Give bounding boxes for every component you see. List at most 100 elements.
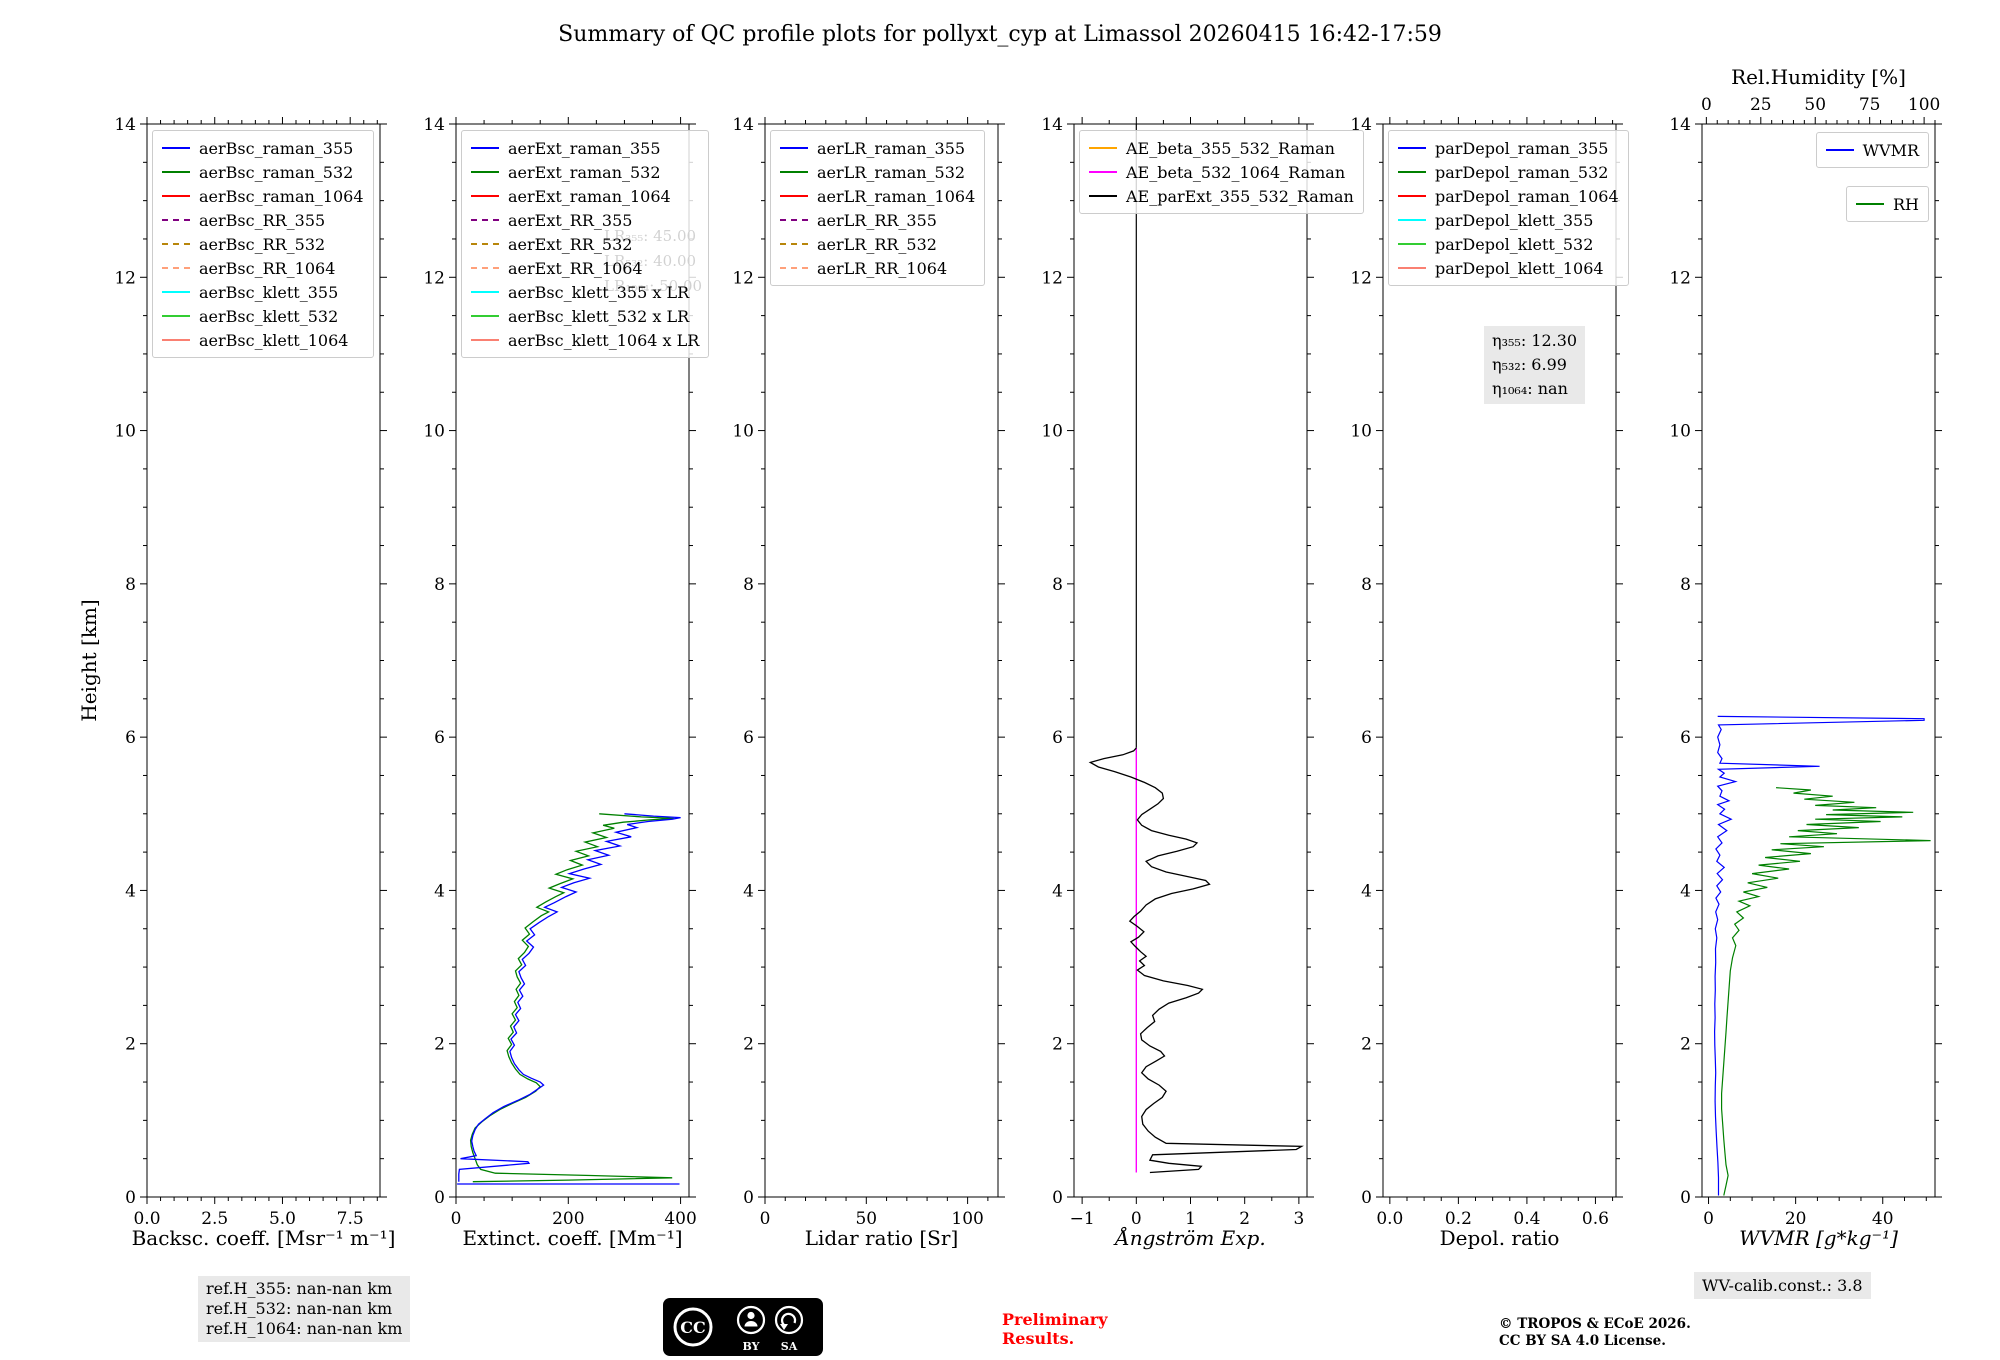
legend-depol: parDepol_raman_355 parDepol_raman_532 parD… [1388, 130, 1629, 286]
legend-line-sample [1398, 147, 1426, 149]
legend-line-sample [1089, 171, 1117, 173]
legend-line-sample [471, 339, 499, 341]
legend-item: AE_beta_355_532_Raman [1089, 136, 1354, 160]
legend-item: parDepol_raman_1064 [1398, 184, 1619, 208]
x-axis-label-wvmr: WVMR [g*kg⁻¹] [1739, 1226, 1898, 1250]
svg-text:2: 2 [434, 1035, 445, 1055]
legend-label: aerBsc_klett_1064 x LR [508, 330, 700, 350]
legend-item: aerLR_raman_532 [780, 160, 975, 184]
svg-text:4: 4 [1052, 881, 1063, 901]
svg-text:10: 10 [1350, 422, 1372, 442]
svg-text:10: 10 [114, 422, 136, 442]
legend-label: aerLR_raman_1064 [817, 186, 976, 206]
by-person-icon [736, 1305, 766, 1335]
svg-text:12: 12 [1041, 268, 1063, 288]
legend-line-sample [162, 195, 190, 197]
legend-item: aerBsc_raman_355 [162, 136, 364, 160]
legend-label: aerBsc_klett_355 [199, 282, 339, 302]
svg-text:0: 0 [743, 1188, 754, 1208]
legend-line-sample [471, 219, 499, 221]
legend-line-sample [471, 315, 499, 317]
legend-label: aerLR_raman_532 [817, 162, 966, 182]
legend-item: parDepol_klett_355 [1398, 208, 1619, 232]
legend-label: aerLR_RR_532 [817, 234, 937, 254]
svg-text:0: 0 [451, 1209, 462, 1229]
x-axis-label-lidar-ratio: Lidar ratio [Sr] [805, 1226, 959, 1250]
legend-label: RH [1893, 194, 1919, 214]
svg-text:12: 12 [1669, 268, 1691, 288]
legend-label: aerBsc_klett_532 x LR [508, 306, 690, 326]
legend-item: parDepol_klett_532 [1398, 232, 1619, 256]
legend-label: aerBsc_raman_355 [199, 138, 354, 158]
svg-text:0: 0 [1701, 95, 1712, 115]
legend-label: aerExt_raman_1064 [508, 186, 671, 206]
legend-line-sample [780, 219, 808, 221]
svg-text:0.2: 0.2 [1445, 1209, 1472, 1229]
panel-backscatter-ticks: 0.0 2.5 5.0 7.5 0 2 4 6 8 10 12 14 Backsc. coeff. [M… [114, 115, 395, 1250]
svg-text:8: 8 [1052, 575, 1063, 595]
svg-text:25: 25 [1750, 95, 1772, 115]
legend-label: AE_beta_355_532_Raman [1126, 138, 1335, 158]
legend-item: aerBsc_raman_1064 [162, 184, 364, 208]
svg-text:8: 8 [743, 575, 754, 595]
svg-text:3: 3 [1293, 1209, 1304, 1229]
legend-item: aerBsc_RR_355 [162, 208, 364, 232]
legend-line-sample [162, 315, 190, 317]
legend-line-sample [1089, 147, 1117, 149]
legend-item: aerBsc_klett_355 x LR [471, 280, 699, 304]
legend-line-sample [162, 219, 190, 221]
svg-text:4: 4 [1361, 881, 1372, 901]
legend-backscatter: aerBsc_raman_355 aerBsc_raman_532 aerBsc_r… [152, 130, 374, 358]
legend-label: aerBsc_raman_1064 [199, 186, 364, 206]
copyright-note: © TROPOS & ECoE 2026. CC BY SA 4.0 Licen… [1499, 1316, 1691, 1350]
eta-532: η₅₃₂: 6.99 [1492, 355, 1567, 374]
legend-wvmr-0: WVMR [1815, 132, 1929, 168]
x-axis-label-angstroem: Ångström Exp. [1113, 1225, 1265, 1250]
svg-text:2: 2 [1361, 1035, 1372, 1055]
legend-label: AE_parExt_355_532_Raman [1126, 186, 1354, 206]
legend-label: aerBsc_RR_355 [199, 210, 326, 230]
svg-text:1: 1 [1185, 1209, 1196, 1229]
cc-license-badge: CC BY SA [663, 1298, 823, 1356]
svg-text:7.5: 7.5 [337, 1209, 364, 1229]
legend-line-sample [1398, 195, 1426, 197]
series-RH [1721, 787, 1931, 1196]
x-axis-label-depol: Depol. ratio [1440, 1226, 1560, 1250]
svg-text:0: 0 [1703, 1209, 1714, 1229]
svg-text:100: 100 [951, 1209, 983, 1229]
legend-line-sample [471, 243, 499, 245]
svg-text:4: 4 [125, 881, 136, 901]
legend-item: aerBsc_klett_1064 [162, 328, 364, 352]
series-aerExt_raman_355 [458, 813, 681, 1182]
y-axis-label: Height [km] [77, 599, 101, 721]
svg-text:200: 200 [552, 1209, 584, 1229]
wv-calib-box: WV-calib.const.: 3.8 [1694, 1272, 1871, 1299]
svg-text:2.5: 2.5 [201, 1209, 228, 1229]
series-aerExt_raman_532 [469, 813, 674, 1183]
panel-lidar-ratio: 0 50 100 0 2 4 6 8 10 12 14 Lidar ratio [Sr] [732, 115, 1005, 1250]
legend-line-sample [1398, 243, 1426, 245]
legend-item: aerBsc_klett_355 [162, 280, 364, 304]
legend-label: aerLR_RR_1064 [817, 258, 948, 278]
legend-item: aerLR_RR_1064 [780, 256, 975, 280]
legend-item: aerBsc_RR_532 [162, 232, 364, 256]
panel-frame [1701, 123, 1936, 1198]
copyright-line-2: CC BY SA 4.0 License. [1499, 1333, 1666, 1349]
legend-label: parDepol_klett_1064 [1435, 258, 1604, 278]
legend-label: aerExt_RR_532 [508, 234, 633, 254]
legend-line-sample [1398, 171, 1426, 173]
legend-label: AE_beta_532_1064_Raman [1126, 162, 1346, 182]
svg-text:0: 0 [1680, 1188, 1691, 1208]
legend-line-sample [780, 243, 808, 245]
legend-label: aerBsc_klett_1064 [199, 330, 349, 350]
sa-arrow-icon [774, 1305, 804, 1335]
svg-text:4: 4 [1680, 881, 1691, 901]
legend-line-sample [780, 147, 808, 149]
legend-line-sample [162, 267, 190, 269]
